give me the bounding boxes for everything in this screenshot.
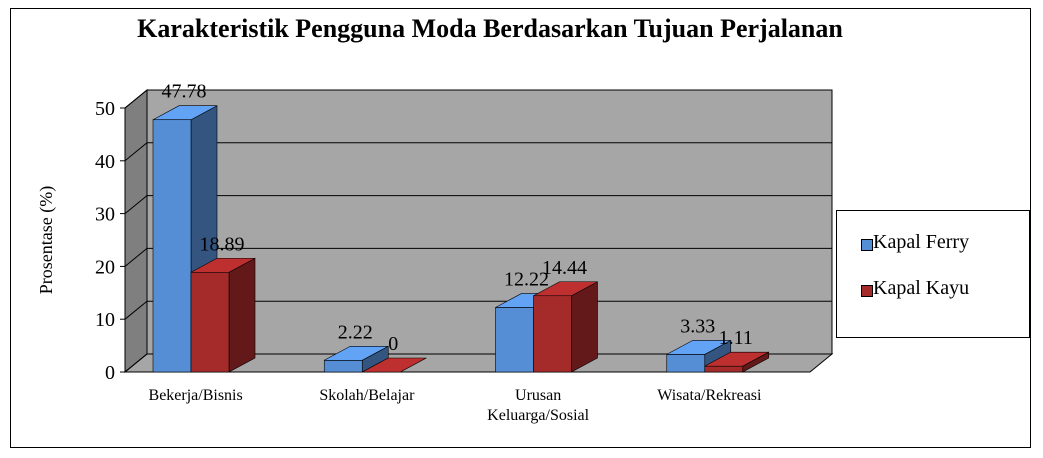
chart-title: Karakteristik Pengguna Moda Berdasarkan …	[137, 14, 843, 43]
bar-top	[362, 357, 427, 373]
value-label: 14.44	[542, 257, 587, 279]
grid-line	[124, 195, 148, 214]
y-tick-label: 40	[95, 151, 115, 173]
legend-swatch	[861, 239, 873, 251]
y-tick-label: 20	[95, 256, 115, 278]
bar-top	[704, 351, 769, 367]
bar	[323, 359, 363, 373]
value-label: 0	[388, 333, 398, 355]
legend-label: Kapal Ferry	[873, 231, 970, 253]
bar-top	[666, 340, 731, 355]
value-label: 18.89	[200, 233, 245, 255]
bar-top	[190, 257, 256, 273]
bar-top	[152, 105, 218, 121]
value-label: 47.78	[162, 81, 207, 103]
grid-line	[124, 300, 148, 320]
y-axis-label: Prosentase (%)	[36, 186, 57, 294]
grid-line	[124, 89, 148, 109]
y-tick-label: 10	[95, 309, 115, 331]
x-tick-label: Urusan Keluarga/Sosial	[487, 387, 590, 424]
bar	[152, 119, 192, 373]
grid-line	[124, 248, 148, 267]
value-label: 1.11	[719, 327, 753, 349]
y-tick-label: 50	[95, 98, 115, 120]
bar	[533, 295, 572, 373]
bar	[190, 271, 230, 373]
bar	[666, 354, 706, 373]
legend-label: Kapal Kayu	[873, 277, 970, 299]
chart-frame	[10, 8, 1031, 448]
bar-top	[324, 345, 389, 361]
x-tick-label: Wisata/Rekreasi	[657, 387, 762, 404]
grid-line	[124, 353, 148, 373]
side-wall	[124, 88, 148, 374]
bar	[704, 365, 744, 373]
bar	[495, 307, 534, 373]
x-tick-label: Bekerja/Bisnis	[148, 387, 243, 404]
value-label: 12.22	[504, 268, 549, 290]
y-tick-label: 0	[105, 362, 115, 384]
bar-side	[228, 257, 256, 373]
legend: Kapal Ferry Kapal Kayu	[836, 210, 1030, 338]
grid-line	[124, 142, 148, 162]
value-label: 2.22	[338, 321, 373, 343]
bar-top	[533, 281, 598, 297]
x-tick-label: Skolah/Belajar	[319, 387, 415, 404]
bar-side	[571, 281, 598, 373]
value-label: 3.33	[680, 315, 715, 337]
legend-swatch	[861, 285, 873, 297]
y-tick-label: 30	[95, 204, 115, 226]
